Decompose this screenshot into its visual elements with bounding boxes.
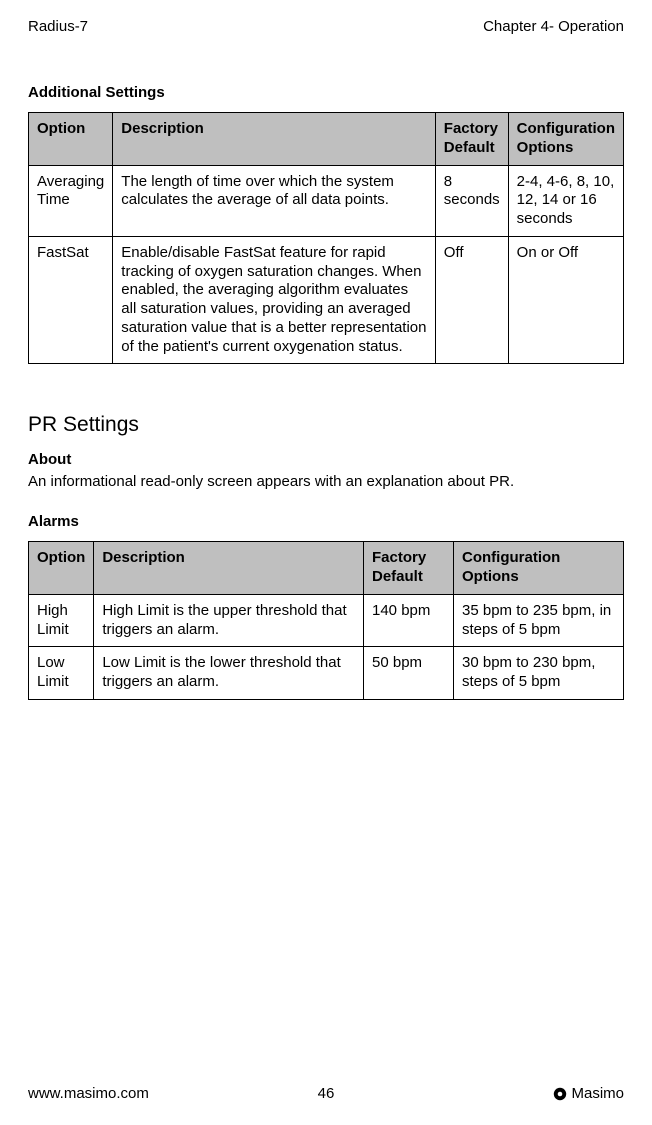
cell-config: 30 bpm to 230 bpm, steps of 5 bpm <box>454 647 624 700</box>
col-factory-default: Factory Default <box>364 542 454 595</box>
table-row: Averaging Time The length of time over w… <box>29 165 624 236</box>
table-header-row: Option Description Factory Default Confi… <box>29 542 624 595</box>
cell-option: High Limit <box>29 594 94 647</box>
cell-config: 35 bpm to 235 bpm, in steps of 5 bpm <box>454 594 624 647</box>
cell-config: On or Off <box>508 236 623 364</box>
cell-default: 140 bpm <box>364 594 454 647</box>
about-label: About <box>28 451 624 469</box>
col-option: Option <box>29 542 94 595</box>
alarms-label: Alarms <box>28 513 624 531</box>
col-config-options: Configuration Options <box>508 113 623 166</box>
col-description: Description <box>94 542 364 595</box>
additional-settings-table: Option Description Factory Default Confi… <box>28 112 624 364</box>
doc-title-left: Radius-7 <box>28 18 88 36</box>
table-row: Low Limit Low Limit is the lower thresho… <box>29 647 624 700</box>
table-header-row: Option Description Factory Default Confi… <box>29 113 624 166</box>
col-factory-default: Factory Default <box>435 113 508 166</box>
col-config-options: Configuration Options <box>454 542 624 595</box>
pr-settings-heading: PR Settings <box>28 412 624 437</box>
cell-description: Enable/disable FastSat feature for rapid… <box>113 236 436 364</box>
about-text: An informational read-only screen appear… <box>28 473 624 491</box>
cell-description: Low Limit is the lower threshold that tr… <box>94 647 364 700</box>
cell-default: Off <box>435 236 508 364</box>
cell-option: FastSat <box>29 236 113 364</box>
alarms-table: Option Description Factory Default Confi… <box>28 541 624 700</box>
col-option: Option <box>29 113 113 166</box>
doc-title-right: Chapter 4- Operation <box>483 18 624 36</box>
cell-default: 8 seconds <box>435 165 508 236</box>
table-row: High Limit High Limit is the upper thres… <box>29 594 624 647</box>
cell-config: 2-4, 4-6, 8, 10, 12, 14 or 16 seconds <box>508 165 623 236</box>
cell-description: The length of time over which the system… <box>113 165 436 236</box>
col-description: Description <box>113 113 436 166</box>
table-row: FastSat Enable/disable FastSat feature f… <box>29 236 624 364</box>
cell-option: Low Limit <box>29 647 94 700</box>
page-number: 46 <box>28 1085 624 1103</box>
cell-default: 50 bpm <box>364 647 454 700</box>
cell-description: High Limit is the upper threshold that t… <box>94 594 364 647</box>
cell-option: Averaging Time <box>29 165 113 236</box>
additional-settings-heading: Additional Settings <box>28 84 624 102</box>
